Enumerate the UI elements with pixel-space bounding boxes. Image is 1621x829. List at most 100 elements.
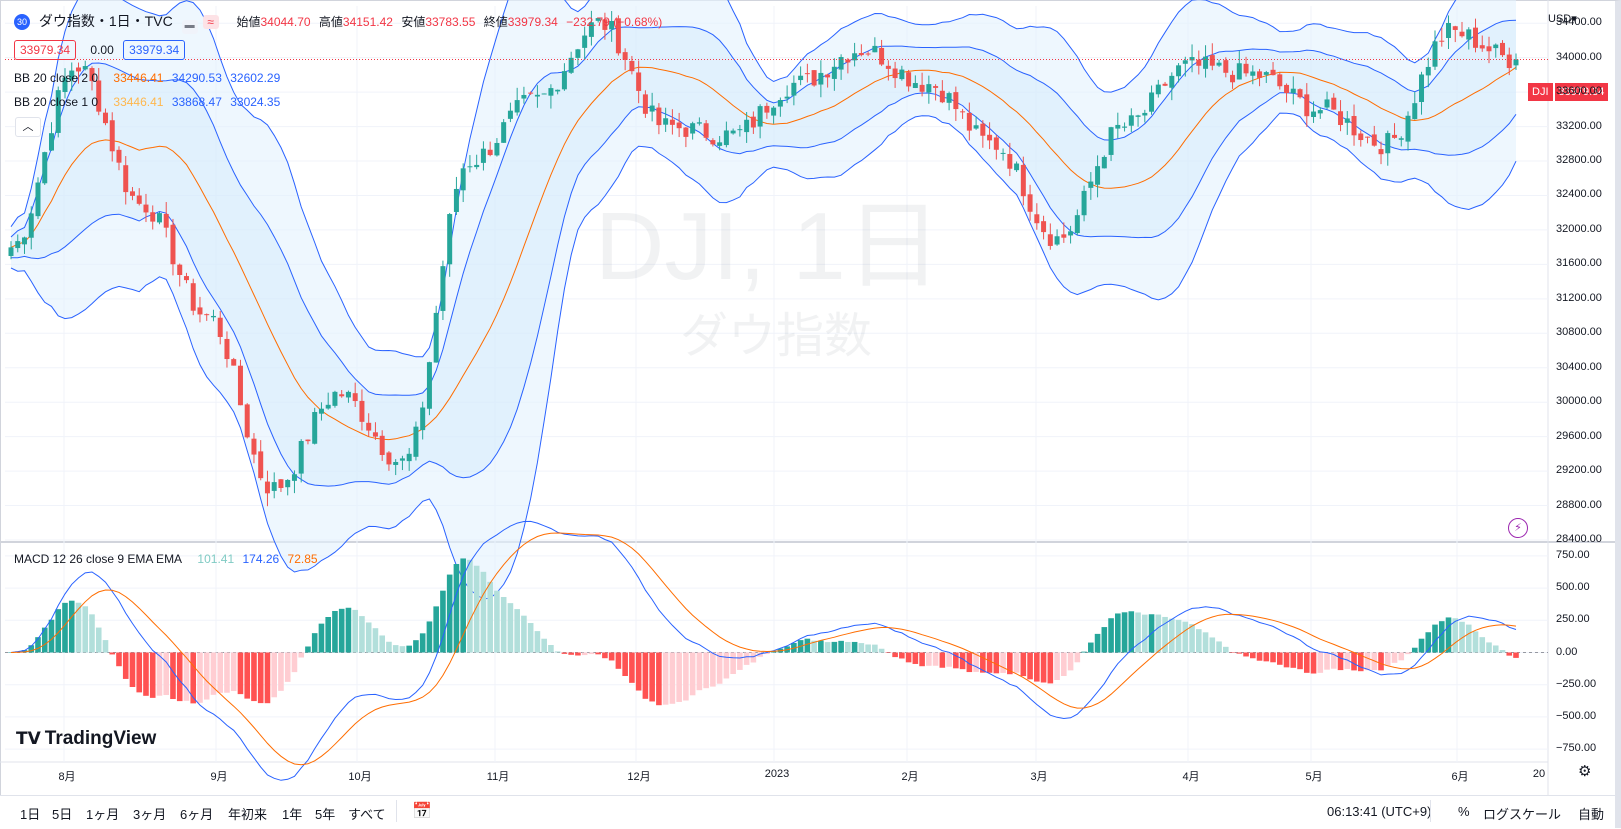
range-6m[interactable]: 6ヶ月 [180, 807, 214, 822]
macd-histogram-bar [973, 652, 979, 672]
macd-histogram-bar [325, 616, 331, 653]
candle-body [1250, 71, 1256, 76]
candle-body [1088, 181, 1094, 188]
candle-body [1041, 221, 1047, 233]
candle-body [818, 72, 824, 85]
macd-histogram-bar [912, 652, 919, 664]
spread-value: 0.00 [90, 43, 114, 57]
range-3m[interactable]: 3ヶ月 [133, 807, 167, 822]
candle-body [89, 68, 95, 82]
candle-body [156, 213, 162, 223]
macd-histogram-bar [352, 609, 358, 653]
tradingview-logo[interactable]: 𝗧𝗩 TradingView [16, 728, 156, 750]
macd-histogram-bar [899, 652, 905, 659]
candle-body [1000, 152, 1006, 154]
candle-body [393, 461, 399, 465]
macd-histogram-bar [1155, 614, 1162, 653]
settings-gear-icon[interactable]: ⚙ [1578, 763, 1592, 780]
macd-histogram-bar [932, 652, 939, 666]
candle-body [879, 47, 885, 65]
collapse-legend-button[interactable]: ︿ [15, 117, 41, 137]
range-5y[interactable]: 5年 [315, 807, 336, 822]
macd-histogram-bar [467, 559, 473, 653]
range-1y[interactable]: 1年 [282, 807, 303, 822]
bb2-legend[interactable]: BB 20 close 2 0 33446.41 34290.53 32602.… [14, 71, 285, 85]
macd-histogram-bar [1013, 652, 1020, 673]
macd-histogram-bar [683, 652, 689, 701]
range-ytd[interactable]: 年初来 [228, 807, 268, 822]
macd-histogram-bar [1027, 652, 1033, 680]
candle-body [615, 18, 621, 54]
candle-body [1101, 156, 1107, 169]
candle-body [555, 89, 561, 92]
macd-histogram-bar [581, 652, 588, 656]
candle-body [730, 130, 736, 134]
macd-legend[interactable]: MACD 12 26 close 9 EMA EMA 101.41 174.26… [14, 552, 323, 566]
range-5d[interactable]: 5日 [52, 807, 73, 822]
range-1m[interactable]: 1ヶ月 [86, 807, 120, 822]
buy-button[interactable]: 33979.34 [123, 40, 186, 60]
candle-body [453, 188, 459, 212]
macd-histogram-bar [62, 602, 68, 653]
clock-time[interactable]: 06:13:41 (UTC+9) [1327, 804, 1432, 819]
bb-basis-line [10, 66, 1517, 441]
auto-scale-toggle[interactable]: 自動 [1578, 807, 1605, 822]
candle-body [831, 66, 837, 79]
currency-selector[interactable]: USD▾ [1548, 13, 1577, 25]
macd-histogram-bar [507, 603, 514, 653]
close-label: 終値 [483, 15, 508, 29]
macd-histogram-bar [372, 628, 379, 653]
candle-body [1007, 154, 1013, 169]
macd-histogram-bar [176, 652, 183, 702]
symbol-legend: 30 ダウ指数・1日・TVC ▬ ≈ 始値34044.70 高値34151.42 … [14, 11, 672, 34]
macd-histogram-bar [1263, 652, 1270, 662]
macd-histogram-bar [1135, 612, 1141, 653]
macd-histogram-bar [1297, 652, 1303, 670]
candle-body [325, 404, 331, 409]
candle-body [116, 149, 122, 163]
macd-histogram-bar [311, 633, 318, 653]
candle-body [744, 119, 750, 133]
candle-body [244, 404, 250, 438]
macd-histogram-bar [986, 652, 993, 673]
macd-histogram-bar [419, 633, 426, 653]
candle-body [55, 90, 61, 133]
range-1d[interactable]: 1日 [20, 807, 41, 822]
candle-body [919, 84, 925, 92]
macd-histogram-bar [1344, 652, 1351, 669]
log-scale-toggle[interactable]: ログスケール [1483, 807, 1562, 822]
candle-body [1513, 59, 1519, 66]
candle-body [1371, 134, 1377, 146]
candle-body [345, 391, 351, 398]
name-watermark: ダウ指数 [680, 310, 873, 363]
bid-ask-row: 33979.34 0.00 33979.34 [14, 40, 190, 60]
bb1-legend[interactable]: BB 20 close 1 0 33446.41 33868.47 33024.… [14, 95, 285, 109]
candle-body [872, 45, 878, 53]
candle-body [1331, 97, 1337, 110]
bb2-basis: 33446.41 [113, 71, 164, 85]
candle-body [1385, 133, 1391, 154]
symbol-title[interactable]: ダウ指数・1日・TVC [38, 13, 173, 29]
candle-body [1338, 111, 1344, 126]
hide-toggle[interactable]: ▬ [181, 20, 198, 34]
time-tick-label: 12月 [627, 771, 651, 783]
macd-histogram-bar [1276, 652, 1283, 665]
candle-body [48, 133, 54, 151]
alert-bolt-icon[interactable]: ⚡ [1508, 518, 1528, 538]
macd-histogram-bar [561, 652, 568, 654]
calendar-goto-icon[interactable]: 📅 [412, 803, 432, 820]
percent-toggle[interactable]: % [1458, 804, 1470, 819]
range-all[interactable]: すべて [348, 807, 386, 822]
candle-body [1149, 92, 1155, 112]
sell-button[interactable]: 33979.34 [14, 40, 77, 60]
macd-histogram-bar [737, 652, 743, 670]
compare-icon[interactable]: ≈ [202, 15, 219, 29]
candle-body [183, 276, 189, 281]
macd-histogram-bar [426, 621, 433, 653]
candle-body [447, 214, 453, 265]
macd-histogram-bar [163, 652, 170, 696]
candle-body [676, 122, 682, 129]
candle-body [521, 94, 527, 99]
